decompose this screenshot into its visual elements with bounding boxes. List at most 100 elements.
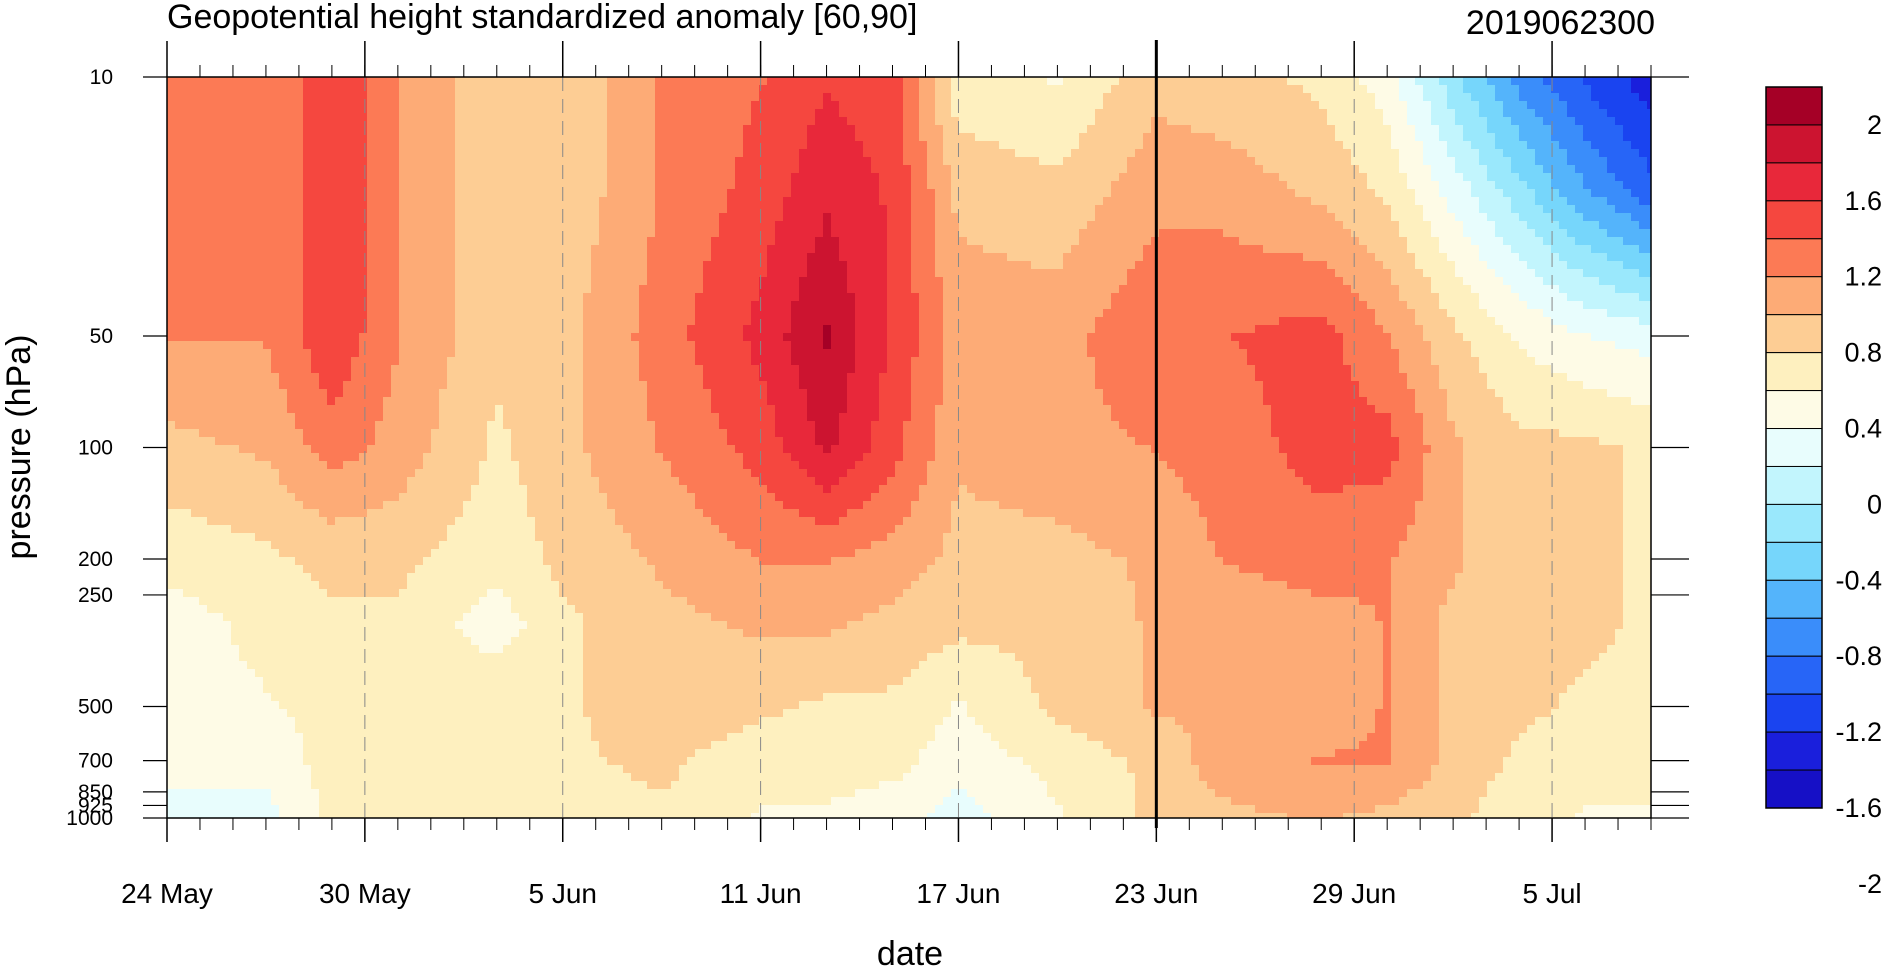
field-cell (959, 93, 968, 102)
field-cell (839, 221, 848, 230)
field-cell (559, 277, 568, 286)
field-cell (839, 133, 848, 142)
field-cell (999, 133, 1008, 142)
field-cell (1095, 205, 1104, 214)
field-cell (903, 277, 912, 286)
field-cell (175, 173, 184, 182)
field-cell (1159, 125, 1168, 134)
field-cell (1343, 141, 1352, 150)
field-cell (1159, 269, 1168, 278)
field-cell (1303, 109, 1312, 118)
field-cell (1391, 149, 1400, 158)
field-cell (951, 245, 960, 254)
field-cell (1047, 205, 1056, 214)
field-cell (335, 141, 344, 150)
field-cell (1439, 189, 1448, 198)
field-cell (1575, 101, 1584, 110)
field-cell (183, 133, 192, 142)
field-cell (471, 229, 480, 238)
field-cell (399, 141, 408, 150)
field-cell (775, 261, 784, 270)
field-cell (1431, 205, 1440, 214)
field-cell (383, 93, 392, 102)
field-cell (1327, 237, 1336, 246)
field-cell (1383, 253, 1392, 262)
field-cell (759, 141, 768, 150)
field-cell (543, 165, 552, 174)
field-cell (311, 269, 320, 278)
field-cell (567, 221, 576, 230)
field-cell (879, 109, 888, 118)
field-cell (599, 277, 608, 286)
field-cell (887, 221, 896, 230)
field-cell (1447, 101, 1456, 110)
field-cell (535, 213, 544, 222)
field-cell (783, 133, 792, 142)
field-cell (663, 165, 672, 174)
field-cell (1311, 269, 1320, 278)
field-cell (1167, 221, 1176, 230)
field-cell (239, 285, 248, 294)
field-cell (1519, 85, 1528, 94)
field-cell (487, 149, 496, 158)
field-cell (951, 261, 960, 270)
field-cell (703, 261, 712, 270)
field-cell (1439, 133, 1448, 142)
field-cell (527, 205, 536, 214)
field-cell (999, 237, 1008, 246)
field-cell (775, 285, 784, 294)
field-cell (1071, 189, 1080, 198)
field-cell (1615, 253, 1624, 262)
field-cell (1079, 157, 1088, 166)
field-cell (311, 261, 320, 270)
field-cell (447, 269, 456, 278)
field-cell (663, 285, 672, 294)
field-cell (1367, 125, 1376, 134)
field-cell (455, 101, 464, 110)
field-cell (1255, 269, 1264, 278)
field-cell (983, 197, 992, 206)
field-cell (327, 237, 336, 246)
field-cell (1063, 205, 1072, 214)
field-cell (639, 109, 648, 118)
field-cell (767, 93, 776, 102)
field-cell (471, 221, 480, 230)
field-cell (1079, 245, 1088, 254)
field-cell (1047, 277, 1056, 286)
field-cell (231, 189, 240, 198)
field-cell (583, 229, 592, 238)
field-cell (879, 277, 888, 286)
field-cell (519, 165, 528, 174)
field-cell (311, 109, 320, 118)
field-cell (791, 181, 800, 190)
field-cell (223, 237, 232, 246)
field-cell (175, 285, 184, 294)
field-cell (1639, 245, 1648, 254)
field-cell (743, 125, 752, 134)
field-cell (423, 197, 432, 206)
field-cell (295, 101, 304, 110)
field-cell (1215, 109, 1224, 118)
field-cell (1543, 93, 1552, 102)
field-cell (215, 221, 224, 230)
field-cell (1631, 253, 1640, 262)
field-cell (919, 101, 928, 110)
field-cell (1223, 277, 1232, 286)
field-cell (199, 269, 208, 278)
field-cell (271, 197, 280, 206)
field-cell (1231, 125, 1240, 134)
field-cell (735, 149, 744, 158)
field-cell (287, 101, 296, 110)
field-cell (1415, 117, 1424, 126)
field-cell (1159, 189, 1168, 198)
field-cell (1599, 205, 1608, 214)
field-cell (991, 77, 1000, 86)
field-cell (1591, 109, 1600, 118)
field-cell (919, 173, 928, 182)
field-cell (271, 85, 280, 94)
field-cell (1607, 101, 1616, 110)
field-cell (1423, 205, 1432, 214)
field-cell (231, 173, 240, 182)
field-cell (1263, 149, 1272, 158)
field-cell (1167, 269, 1176, 278)
